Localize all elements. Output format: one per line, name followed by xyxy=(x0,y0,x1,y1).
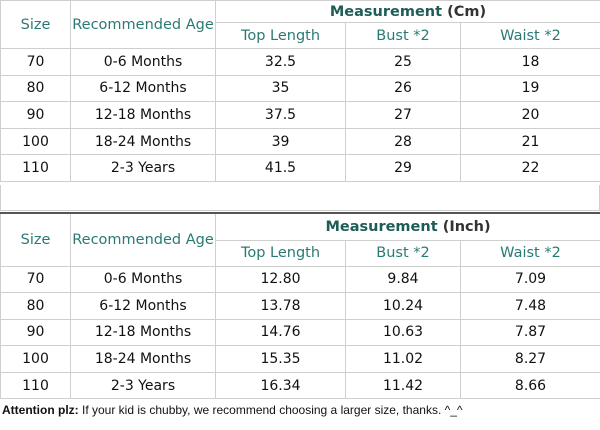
cell: 100 xyxy=(0,127,71,156)
group-unit: (Inch) xyxy=(442,218,491,235)
cell: 26 xyxy=(345,74,461,103)
cell: 37.5 xyxy=(215,101,346,129)
cell: 12-18 Months xyxy=(70,318,216,347)
cell: 10.63 xyxy=(345,318,461,347)
header-row: Size Recommended Age Measurement (Cm) xyxy=(0,0,600,49)
cell: 14.76 xyxy=(215,318,346,347)
data-row: 80 6-12 Months 35 26 19 xyxy=(0,74,600,103)
column-header: Bust *2 xyxy=(345,239,461,267)
data-row: 110 2-3 Years 16.34 11.42 8.66 xyxy=(0,371,600,400)
cell: 8.27 xyxy=(459,345,600,373)
cell: 7.87 xyxy=(459,318,600,347)
cell: 20 xyxy=(460,101,600,129)
data-row: 100 18-24 Months 39 28 21 xyxy=(0,127,600,156)
cell: 90 xyxy=(0,318,71,347)
size-table: Size Recommended Age Measurement (Inch) Top… xyxy=(0,212,600,400)
cell: 18-24 Months xyxy=(70,345,216,373)
column-header: Top Length xyxy=(215,22,346,49)
cell: 90 xyxy=(0,101,71,129)
note-label: Attention plz: xyxy=(2,403,79,417)
cell: 0-6 Months xyxy=(70,265,216,294)
data-row: 110 2-3 Years 41.5 29 22 xyxy=(0,154,600,182)
cell: 9.84 xyxy=(345,265,461,294)
cell: 0-6 Months xyxy=(70,48,216,76)
cell: 6-12 Months xyxy=(70,292,216,320)
cell: 18-24 Months xyxy=(70,127,216,156)
cell: 110 xyxy=(0,154,71,182)
spacer-row xyxy=(0,185,600,211)
cell: 70 xyxy=(0,265,71,294)
cell: 80 xyxy=(0,74,71,103)
cell: 110 xyxy=(0,371,71,400)
subheader-row: Top Length Bust *2 Waist *2 xyxy=(1,22,600,49)
cell: 8.66 xyxy=(459,371,600,400)
cell: 35 xyxy=(215,74,346,103)
note: Attention plz: If your kid is chubby, we… xyxy=(2,403,463,417)
cell: 15.35 xyxy=(215,345,346,373)
cell: 7.09 xyxy=(459,265,600,294)
cell: 32.5 xyxy=(215,48,346,76)
cell: 22 xyxy=(460,154,600,182)
cell: 70 xyxy=(0,48,71,76)
cell: 18 xyxy=(460,48,600,76)
data-row: 90 12-18 Months 37.5 27 20 xyxy=(0,101,600,129)
column-header: Size xyxy=(0,212,71,267)
cell: 2-3 Years xyxy=(70,371,216,400)
cell: 25 xyxy=(345,48,461,76)
column-header: Waist *2 xyxy=(460,22,600,49)
data-row: 100 18-24 Months 15.35 11.02 8.27 xyxy=(0,345,600,373)
group-unit: (Cm) xyxy=(447,3,487,20)
cell: 11.02 xyxy=(345,345,461,373)
data-row: 90 12-18 Months 14.76 10.63 7.87 xyxy=(0,318,600,347)
size-table: Size Recommended Age Measurement (Cm) Top L… xyxy=(0,0,600,182)
cell: 12.80 xyxy=(215,265,346,294)
group-title: Measurement xyxy=(329,3,443,20)
column-header: Recommended Age xyxy=(70,212,216,267)
data-row: 70 0-6 Months 12.80 9.84 7.09 xyxy=(0,265,600,294)
column-header: Waist *2 xyxy=(459,239,600,267)
cell: 19 xyxy=(460,74,600,103)
cell: 2-3 Years xyxy=(70,154,216,182)
column-header: Bust *2 xyxy=(345,22,461,49)
cell: 28 xyxy=(345,127,461,156)
cell: 11.42 xyxy=(345,371,461,400)
cell: 16.34 xyxy=(215,371,346,400)
cell: 13.78 xyxy=(215,292,346,320)
cell: 29 xyxy=(345,154,461,182)
data-row: 70 0-6 Months 32.5 25 18 xyxy=(0,48,600,76)
group-header: Measurement (Cm) xyxy=(215,0,600,23)
subheader-row: Top Length Bust *2 Waist *2 xyxy=(1,239,600,267)
note-text: If your kid is chubby, we recommend choo… xyxy=(82,403,463,417)
cell: 21 xyxy=(460,127,600,156)
header-row: Size Recommended Age Measurement (Inch) xyxy=(0,212,600,267)
cell: 41.5 xyxy=(215,154,346,182)
cell: 6-12 Months xyxy=(70,74,216,103)
group-title: Measurement xyxy=(325,218,438,235)
cell: 27 xyxy=(345,101,461,129)
cell: 10.24 xyxy=(345,292,461,320)
cell: 100 xyxy=(0,345,71,373)
column-header: Top Length xyxy=(215,239,346,267)
data-row: 80 6-12 Months 13.78 10.24 7.48 xyxy=(0,292,600,320)
cell: 7.48 xyxy=(459,292,600,320)
cell: 12-18 Months xyxy=(70,101,216,129)
column-header: Recommended Age xyxy=(70,0,216,49)
column-header: Size xyxy=(0,0,71,49)
cell: 39 xyxy=(215,127,346,156)
group-header: Measurement (Inch) xyxy=(214,212,600,241)
cell: 80 xyxy=(0,292,71,320)
